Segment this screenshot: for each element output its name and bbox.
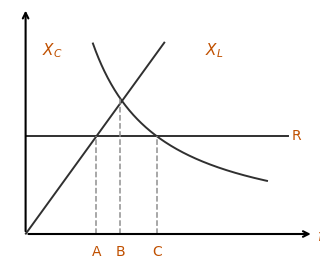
Text: C: C xyxy=(152,245,162,259)
Text: $X_C$: $X_C$ xyxy=(42,42,62,60)
Text: f: f xyxy=(318,229,320,244)
Text: B: B xyxy=(115,245,125,259)
Text: $X_L$: $X_L$ xyxy=(205,42,224,60)
Text: A: A xyxy=(92,245,101,259)
Text: R: R xyxy=(291,129,301,143)
